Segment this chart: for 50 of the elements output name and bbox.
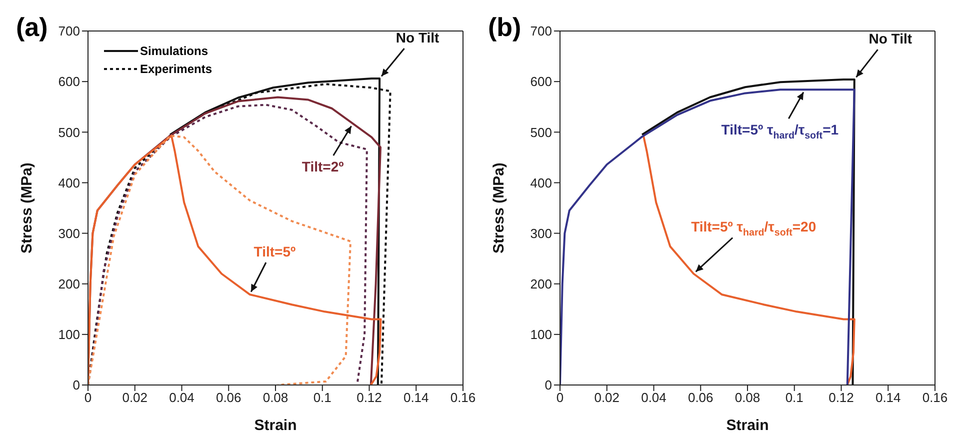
x-tick-label: 0.1	[313, 390, 332, 406]
annotation: Tilt=5º τ$_{hard}$/τ$_{soft}$=1	[721, 122, 839, 142]
x-tick-label: 0.1	[785, 390, 804, 406]
x-tick-label: 0.06	[688, 390, 714, 406]
x-tick-label: 0	[556, 390, 564, 406]
y-tick-label: 700	[530, 24, 552, 39]
y-tick-label: 400	[58, 175, 80, 190]
x-tick-label: 0.06	[216, 390, 242, 406]
y-tick-label: 700	[58, 24, 80, 39]
y-axis-title: Stress (MPa)	[490, 162, 508, 254]
x-tick-label: 0.14	[875, 390, 901, 406]
x-tick-label: 0.04	[169, 390, 194, 406]
y-tick-label: 500	[58, 124, 80, 140]
legend-label: Experiments	[140, 62, 212, 76]
x-tick-label: 0.16	[922, 390, 948, 406]
y-tick-label: 100	[530, 327, 552, 342]
x-axis-title: Strain	[726, 417, 769, 434]
y-tick-label: 500	[530, 124, 552, 140]
chart-title: (b)	[488, 12, 522, 43]
y-tick-label: 0	[544, 378, 552, 393]
y-tick-label: 400	[530, 175, 552, 190]
annotation: Tilt=5º	[254, 243, 296, 260]
annotation: Tilt=5º τ$_{hard}$/τ$_{soft}$=20	[691, 218, 816, 238]
y-tick-label: 300	[58, 226, 80, 241]
x-tick-label: 0.04	[641, 390, 666, 406]
x-tick-label: 0	[84, 390, 92, 406]
y-tick-label: 600	[530, 74, 552, 90]
y-tick-label: 200	[58, 276, 80, 292]
x-axis-title: Strain	[254, 417, 297, 434]
y-tick-label: 300	[530, 226, 552, 241]
chart-title: (a)	[16, 12, 48, 43]
x-tick-label: 0.12	[828, 390, 854, 406]
x-tick-label: 0.14	[403, 390, 429, 406]
x-tick-label: 0.08	[262, 390, 288, 406]
annotation: No Tilt	[868, 30, 912, 47]
line-series	[560, 88, 856, 385]
x-tick-label: 0.02	[594, 390, 620, 406]
y-axis-title: Stress (MPa)	[18, 162, 36, 254]
x-tick-label: 0.08	[734, 390, 760, 406]
x-tick-label: 0.12	[356, 390, 382, 406]
y-tick-label: 100	[58, 327, 80, 342]
y-tick-label: 0	[72, 378, 80, 393]
line-series	[641, 78, 856, 385]
annotation: Tilt=2º	[302, 158, 344, 175]
x-tick-label: 0.16	[450, 390, 476, 406]
y-tick-label: 200	[530, 276, 552, 292]
legend-label: Simulations	[140, 44, 208, 58]
x-tick-label: 0.02	[122, 390, 148, 406]
annotation: No Tilt	[396, 30, 440, 46]
y-tick-label: 600	[58, 74, 80, 90]
